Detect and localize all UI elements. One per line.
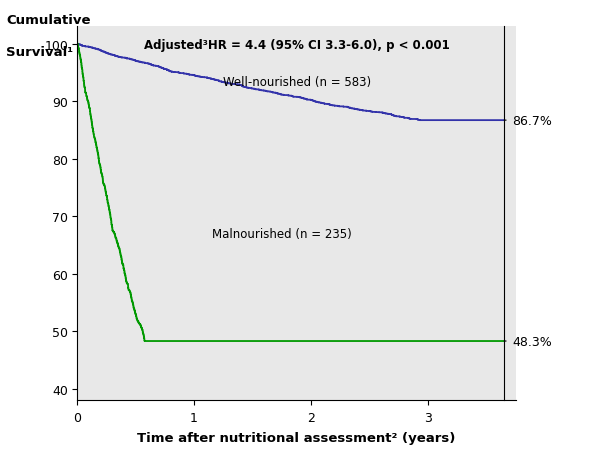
- Text: Malnourished (n = 235): Malnourished (n = 235): [212, 228, 352, 240]
- Text: Well-nourished (n = 583): Well-nourished (n = 583): [224, 76, 371, 88]
- X-axis label: Time after nutritional assessment² (years): Time after nutritional assessment² (year…: [138, 431, 455, 444]
- Text: Adjusted³HR = 4.4 (95% CI 3.3-6.0), p < 0.001: Adjusted³HR = 4.4 (95% CI 3.3-6.0), p < …: [144, 39, 449, 51]
- Text: 48.3%: 48.3%: [512, 335, 552, 348]
- Text: Cumulative: Cumulative: [6, 14, 90, 27]
- Text: Survival¹: Survival¹: [6, 46, 73, 59]
- Text: 86.7%: 86.7%: [512, 114, 553, 127]
